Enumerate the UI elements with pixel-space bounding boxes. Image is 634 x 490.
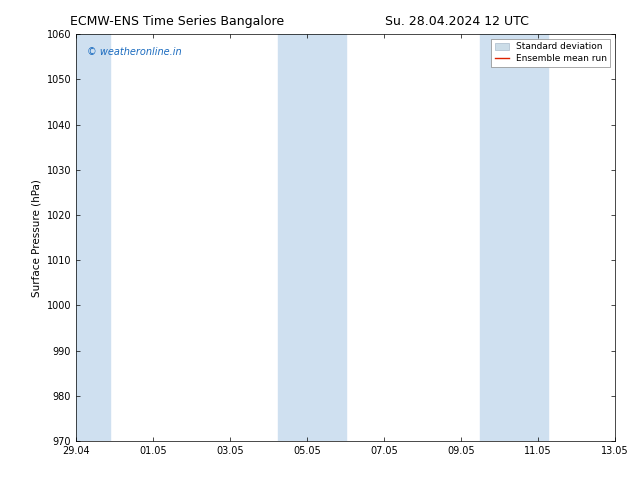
Text: Su. 28.04.2024 12 UTC: Su. 28.04.2024 12 UTC — [385, 15, 528, 28]
Bar — [278, 34, 346, 441]
Y-axis label: Surface Pressure (hPa): Surface Pressure (hPa) — [31, 179, 41, 296]
Legend: Standard deviation, Ensemble mean run: Standard deviation, Ensemble mean run — [491, 39, 611, 67]
Bar — [480, 34, 548, 441]
Text: © weatheronline.in: © weatheronline.in — [87, 47, 181, 56]
Bar — [76, 34, 110, 441]
Text: ECMW-ENS Time Series Bangalore: ECMW-ENS Time Series Bangalore — [70, 15, 285, 28]
